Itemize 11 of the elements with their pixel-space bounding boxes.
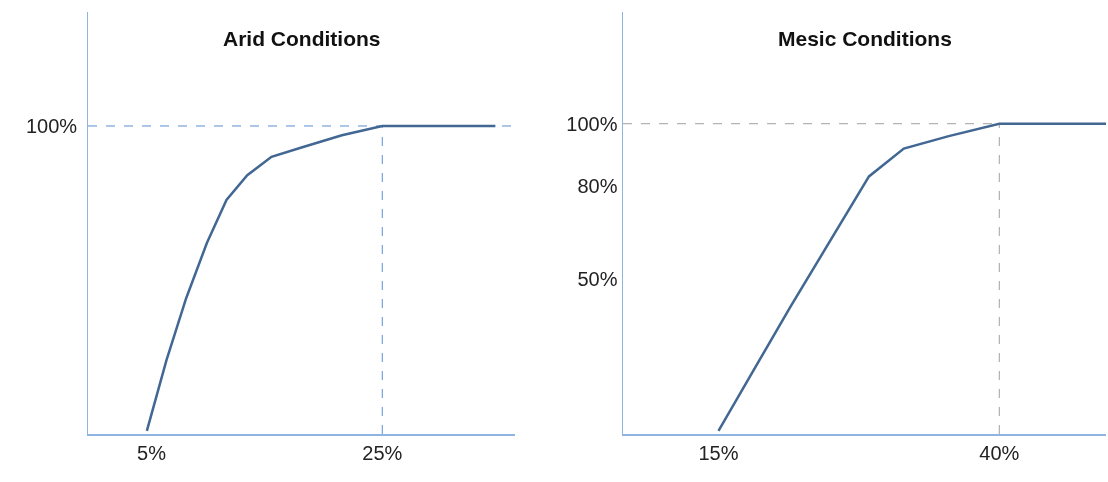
ref-line-label: 100% xyxy=(26,115,78,137)
x-tick-label: 40% xyxy=(979,441,1020,464)
y-tick-label: 100% xyxy=(566,112,618,135)
x-tick-label: 5% xyxy=(137,441,167,464)
x-tick-label: 15% xyxy=(698,441,739,464)
line-series xyxy=(717,122,1106,433)
text: Mesic Conditions xyxy=(778,27,952,50)
x-tick-label: 25% xyxy=(362,441,403,464)
y-tick-label: 50% xyxy=(577,267,618,290)
y-tick-label: 80% xyxy=(577,174,618,197)
chart-title: Arid Conditions xyxy=(223,27,381,50)
